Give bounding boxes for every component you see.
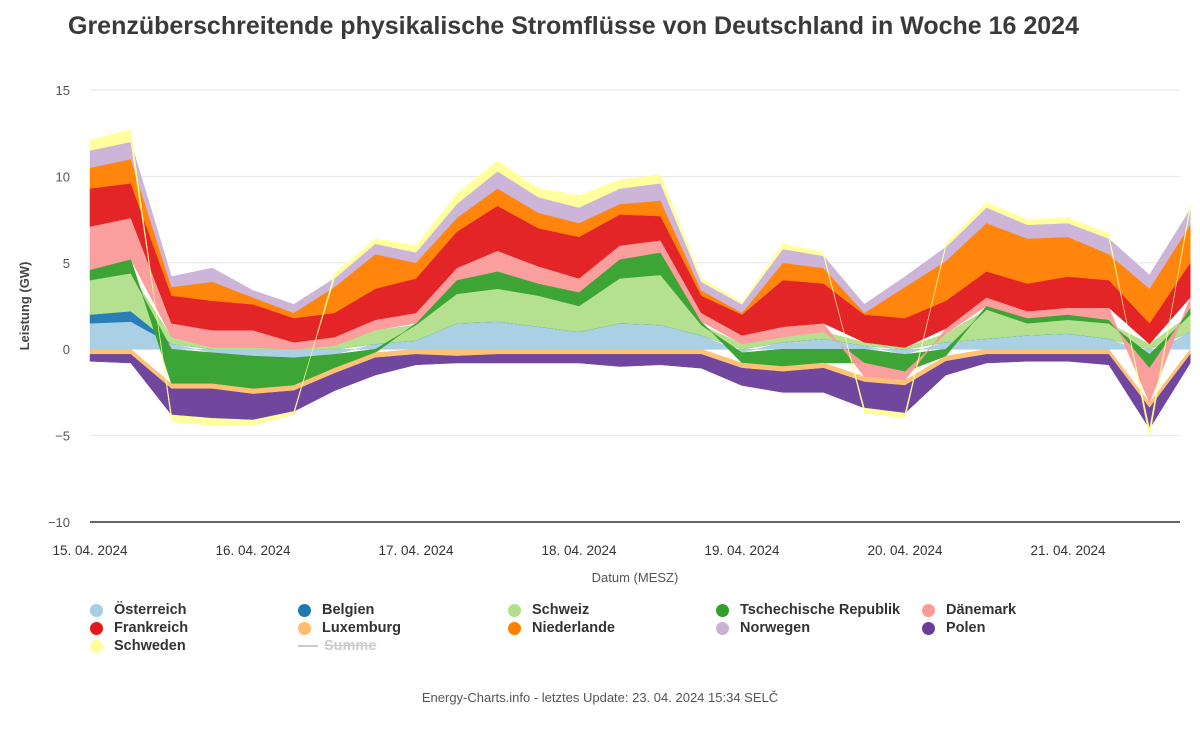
y-tick-label: 10 bbox=[56, 169, 70, 184]
legend-label: Niederlande bbox=[532, 620, 615, 636]
legend-label: Dänemark bbox=[946, 602, 1017, 618]
x-tick-label: 16. 04. 2024 bbox=[215, 543, 291, 558]
y-tick-label: 5 bbox=[63, 256, 70, 271]
x-tick-label: 18. 04. 2024 bbox=[541, 543, 617, 558]
legend-marker bbox=[90, 603, 103, 617]
legend-marker bbox=[298, 603, 311, 617]
y-axis-label: Leistung (GW) bbox=[17, 262, 32, 351]
legend-label: Summe bbox=[324, 638, 377, 654]
legend-marker bbox=[90, 621, 103, 635]
legend-marker bbox=[716, 621, 729, 635]
legend-marker bbox=[508, 621, 521, 635]
x-axis-label: Datum (MESZ) bbox=[592, 570, 679, 585]
legend-item-dänemark[interactable]: Dänemark bbox=[922, 602, 1016, 618]
legend-marker bbox=[922, 621, 935, 635]
legend-label: Luxemburg bbox=[322, 620, 401, 636]
legend-label: Österreich bbox=[114, 602, 187, 618]
series-area-polen bbox=[89, 353, 1191, 430]
legend-item-schweden[interactable]: Schweden bbox=[90, 638, 186, 654]
legend-item-summe[interactable]: Summe bbox=[298, 638, 376, 654]
legend-marker bbox=[922, 603, 935, 617]
legend-marker bbox=[298, 621, 311, 635]
legend-label: Frankreich bbox=[114, 620, 189, 636]
legend-item-schweiz[interactable]: Schweiz bbox=[508, 602, 589, 618]
legend-item-niederlande[interactable]: Niederlande bbox=[508, 620, 615, 636]
legend-label: Schweden bbox=[114, 638, 186, 654]
x-tick-label: 20. 04. 2024 bbox=[867, 543, 943, 558]
legend-marker bbox=[508, 603, 521, 617]
chart-title: Grenzüberschreitende physikalische Strom… bbox=[68, 12, 1079, 40]
legend-item-polen[interactable]: Polen bbox=[922, 620, 985, 636]
legend-item-österreich[interactable]: Österreich bbox=[90, 602, 187, 618]
x-tick-label: 19. 04. 2024 bbox=[704, 543, 780, 558]
legend-marker bbox=[716, 603, 729, 617]
y-tick-label: −10 bbox=[48, 515, 70, 530]
x-tick-label: 17. 04. 2024 bbox=[378, 543, 454, 558]
series-area-schweden bbox=[89, 129, 1191, 438]
legend-item-norwegen[interactable]: Norwegen bbox=[716, 620, 810, 636]
legend-marker bbox=[90, 639, 103, 653]
y-tick-label: −5 bbox=[55, 429, 70, 444]
y-tick-label: 15 bbox=[56, 83, 70, 98]
x-tick-label: 15. 04. 2024 bbox=[52, 543, 128, 558]
chart-svg: −10 −5 0 5 10 15 15. 04. 2024 16. 04. 2024 17. 0… bbox=[17, 83, 1191, 585]
legend-label: Polen bbox=[946, 620, 986, 636]
legend-label: Norwegen bbox=[740, 620, 811, 636]
legend-label: Tschechische Republik bbox=[740, 602, 901, 618]
legend-item-luxemburg[interactable]: Luxemburg bbox=[298, 620, 401, 636]
legend-label: Schweiz bbox=[532, 602, 590, 618]
legend-marker bbox=[298, 645, 318, 647]
legend-label: Belgien bbox=[322, 602, 375, 618]
footer-credit: Energy-Charts.info - letztes Update: 23.… bbox=[421, 690, 779, 705]
legend-item-tschechische-republik[interactable]: Tschechische Republik bbox=[716, 602, 900, 618]
legend-item-belgien[interactable]: Belgien bbox=[298, 602, 374, 618]
legend-item-frankreich[interactable]: Frankreich bbox=[90, 620, 188, 636]
y-tick-label: 0 bbox=[63, 342, 70, 357]
x-tick-label: 21. 04. 2024 bbox=[1030, 543, 1106, 558]
